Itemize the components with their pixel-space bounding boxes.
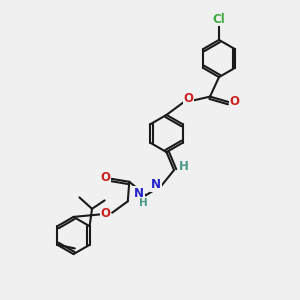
Text: O: O	[100, 171, 110, 184]
Text: H: H	[139, 197, 148, 208]
Text: Cl: Cl	[213, 13, 225, 26]
Text: O: O	[183, 92, 194, 105]
Text: H: H	[179, 160, 188, 173]
Text: O: O	[230, 95, 240, 109]
Text: N: N	[134, 187, 144, 200]
Text: O: O	[100, 207, 111, 220]
Text: N: N	[151, 178, 161, 191]
